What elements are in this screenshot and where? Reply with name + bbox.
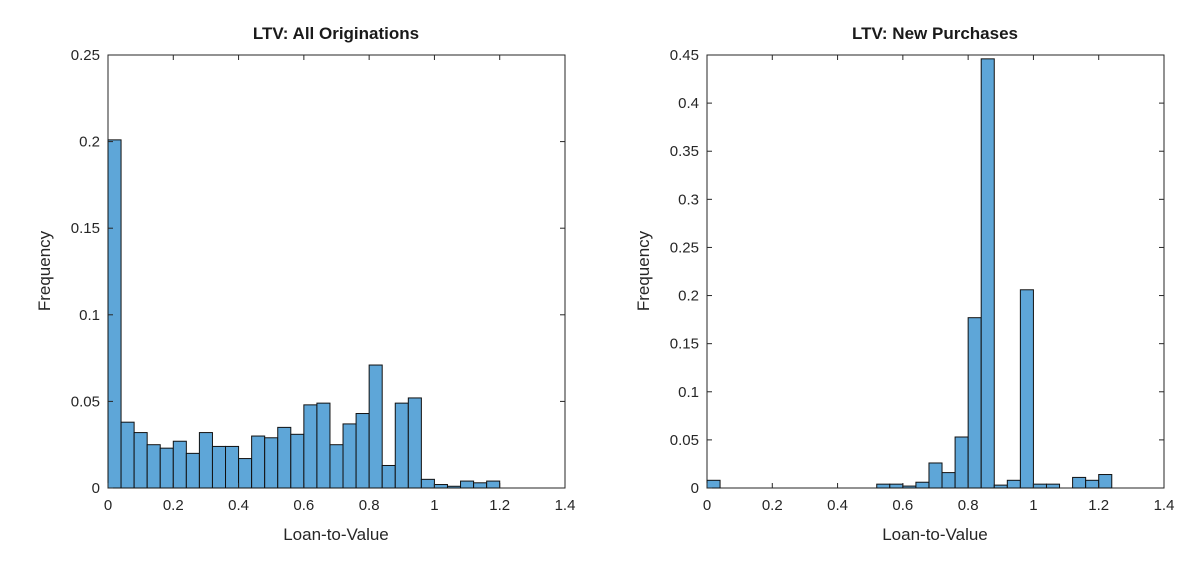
histogram-bar <box>967 317 982 489</box>
y-tick-label: 0.35 <box>670 143 699 160</box>
histogram-bar <box>342 423 357 489</box>
y-tick-label: 0.15 <box>71 220 100 237</box>
y-tick-label: 0 <box>691 480 699 497</box>
histogram-bar <box>941 472 956 489</box>
histogram-bar <box>407 397 422 489</box>
histogram-bar <box>993 484 1008 489</box>
y-tick-label: 0.15 <box>670 336 699 353</box>
y-tick-label: 0.25 <box>71 47 100 64</box>
histogram-bar <box>146 444 161 489</box>
y-ticks: 0 0.05 0.1 0.15 0.2 0.25 <box>71 47 565 497</box>
y-tick-label: 0.05 <box>670 432 699 449</box>
y-axis-label: Frequency <box>35 230 54 311</box>
histogram-bar <box>211 445 227 489</box>
histogram-bar <box>954 436 969 489</box>
x-ticks: 0 0.2 0.4 0.6 0.8 1 1.2 1.4 <box>703 55 1175 514</box>
x-tick-label: 0 <box>703 497 711 514</box>
x-tick-label: 0.4 <box>228 497 249 514</box>
x-tick-label: 1 <box>430 497 438 514</box>
histogram-bar <box>133 432 148 489</box>
y-tick-label: 0.3 <box>678 191 699 208</box>
histogram-bar <box>264 437 279 489</box>
x-tick-label: 0 <box>104 497 112 514</box>
histogram-bar <box>368 364 383 489</box>
histogram-bar <box>185 452 200 489</box>
y-tick-label: 0 <box>92 480 100 497</box>
y-tick-label: 0.25 <box>670 239 699 256</box>
histogram-bar <box>277 426 292 489</box>
x-tick-label: 0.6 <box>892 497 913 514</box>
histogram-bar <box>238 458 253 489</box>
x-tick-label: 0.4 <box>827 497 848 514</box>
histogram-bar <box>915 481 930 489</box>
histogram-bar <box>1098 474 1113 489</box>
y-tick-label: 0.4 <box>678 95 699 112</box>
histogram-bar <box>329 444 344 489</box>
axes-box <box>107 54 566 489</box>
histogram-bar <box>355 413 370 489</box>
histogram-bar <box>1072 476 1087 489</box>
histogram-bar <box>980 58 995 489</box>
histogram-bar <box>107 139 122 489</box>
histogram-bar <box>303 404 318 489</box>
histogram-bar <box>889 483 904 489</box>
y-tick-label: 0.05 <box>71 393 100 410</box>
x-tick-label: 1.2 <box>489 497 510 514</box>
y-tick-label: 0.1 <box>678 384 699 401</box>
histogram-bar <box>159 447 174 489</box>
histogram-bar <box>876 483 891 489</box>
y-ticks: 0 0.05 0.1 0.15 0.2 0.25 0.3 0.35 0.4 0.45 <box>670 47 1164 497</box>
histogram-bar <box>394 402 409 489</box>
y-tick-label: 0.45 <box>670 47 699 64</box>
chart-title: LTV: New Purchases <box>852 24 1018 43</box>
x-tick-label: 0.2 <box>163 497 184 514</box>
axes-box <box>706 54 1165 489</box>
histogram-bar <box>1006 479 1021 489</box>
histogram-bar <box>381 464 396 489</box>
histogram-bar <box>120 421 135 489</box>
chart-panel-new-purchases: 0 0.2 0.4 0.6 0.8 1 1.2 1.4 0 0.05 0.1 0.15 0.2 0.25… <box>634 24 1174 544</box>
y-tick-label: 0.1 <box>79 307 100 324</box>
histogram-bar <box>706 479 721 489</box>
x-tick-label: 1.4 <box>555 497 576 514</box>
x-tick-label: 0.6 <box>293 497 314 514</box>
histogram-bar <box>172 440 187 489</box>
histogram-bar <box>486 480 501 489</box>
x-tick-label: 1 <box>1029 497 1037 514</box>
y-axis-label: Frequency <box>634 230 653 311</box>
chart-title: LTV: All Originations <box>253 24 419 43</box>
y-tick-label: 0.2 <box>678 288 699 305</box>
histogram-bar <box>316 402 331 489</box>
histogram-bar <box>198 432 213 489</box>
histogram-bar <box>1085 479 1100 489</box>
histogram-bar <box>460 480 475 489</box>
histogram-bar <box>433 484 448 489</box>
histogram-bar <box>1032 483 1047 489</box>
x-tick-label: 1.4 <box>1154 497 1175 514</box>
histogram-bar <box>928 462 943 489</box>
histogram-bar <box>290 433 305 489</box>
histogram-bar <box>1019 289 1034 489</box>
histogram-bar <box>225 445 240 489</box>
x-axis-label: Loan-to-Value <box>882 525 988 544</box>
histogram-bar <box>1045 483 1061 489</box>
histogram-bar <box>251 435 266 489</box>
x-tick-label: 0.2 <box>762 497 783 514</box>
x-tick-label: 0.8 <box>359 497 380 514</box>
histogram-bar <box>446 485 462 489</box>
bars-group <box>706 58 1113 489</box>
chart-panel-all-originations: 0 0.2 0.4 0.6 0.8 1 1.2 1.4 0 0.05 0.1 0.15 0.2 0.25… <box>35 24 575 544</box>
histogram-bar <box>473 482 488 489</box>
x-tick-label: 1.2 <box>1088 497 1109 514</box>
x-tick-label: 0.8 <box>958 497 979 514</box>
x-axis-label: Loan-to-Value <box>283 525 389 544</box>
y-tick-label: 0.2 <box>79 134 100 151</box>
x-ticks: 0 0.2 0.4 0.6 0.8 1 1.2 1.4 <box>104 55 576 514</box>
histogram-bar <box>902 485 917 489</box>
histogram-bar <box>420 478 435 489</box>
